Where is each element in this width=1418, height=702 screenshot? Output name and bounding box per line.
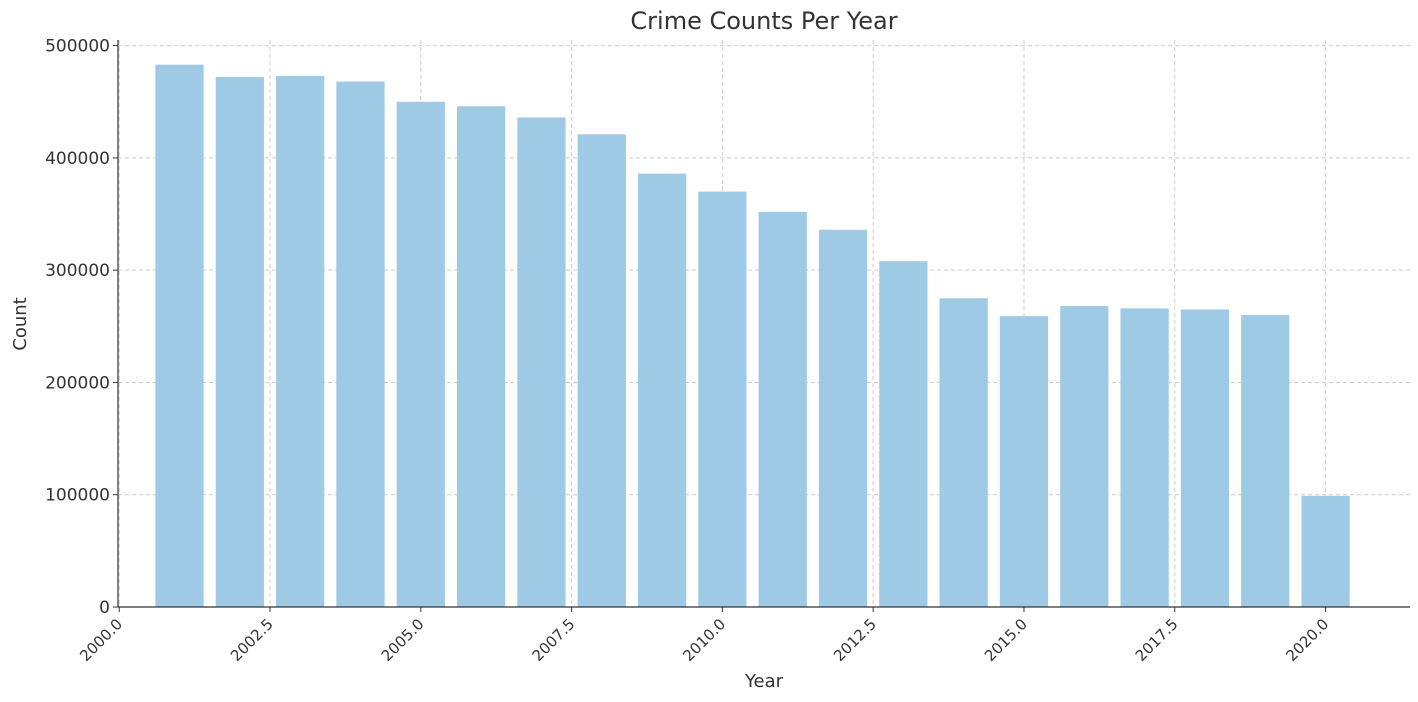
x-tick-label: 2005.0 [378, 615, 428, 665]
bar [577, 134, 626, 607]
bar [879, 261, 928, 607]
bar [1060, 306, 1109, 607]
chart-title: Crime Counts Per Year [630, 7, 897, 35]
y-tick-label: 100000 [45, 486, 110, 506]
bar [1120, 308, 1169, 607]
y-tick-label: 300000 [45, 261, 110, 281]
bar [999, 316, 1049, 607]
y-tick-label: 400000 [45, 149, 110, 169]
bar [155, 64, 204, 607]
bar [939, 298, 988, 607]
x-tick-label: 2015.0 [981, 615, 1031, 665]
bar [517, 117, 566, 608]
bar [818, 229, 868, 607]
bar [336, 81, 385, 607]
x-tick-label: 2010.0 [679, 615, 729, 665]
bar [1301, 495, 1350, 607]
x-tick-label: 2007.5 [529, 615, 579, 665]
x-tick-label: 2017.5 [1132, 615, 1182, 665]
y-tick-label: 500000 [45, 37, 110, 57]
bar [456, 106, 506, 607]
x-tick-label: 2002.5 [227, 615, 277, 665]
bar [1180, 309, 1230, 607]
bar [637, 173, 687, 607]
bar [1241, 315, 1290, 607]
x-tick-label: 2012.5 [830, 615, 880, 665]
bar [758, 211, 807, 607]
bar [396, 101, 445, 607]
x-ticks: 2000.0 2002.5 2005.0 2007.5 2010.0 2012.5 2015… [76, 607, 1332, 665]
axes [117, 40, 1410, 608]
bar [698, 191, 747, 607]
y-tick-label: 0 [99, 598, 110, 618]
bar [276, 75, 325, 607]
y-axis-label: Count [10, 297, 31, 350]
bar [215, 77, 264, 607]
x-axis-label: Year [744, 671, 784, 692]
bars [155, 64, 1350, 608]
x-tick-label: 2000.0 [76, 615, 126, 665]
y-tick-label: 200000 [45, 373, 110, 393]
x-tick-label: 2020.0 [1283, 615, 1333, 665]
y-ticks: 0 100000 200000 300000 400000 500000 [45, 37, 118, 618]
